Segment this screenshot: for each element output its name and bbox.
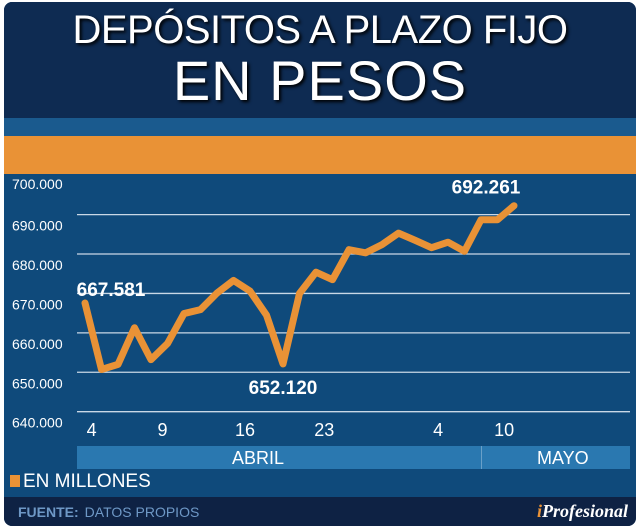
iprofesional-logo: iProfesional [536,501,628,521]
data-label: 667.581 [77,280,146,301]
footer: FUENTE: DATOS PROPIOS iProfesional [4,497,636,526]
y-tick-label: 690.000 [12,218,63,234]
legend: EN MILLONES [10,471,151,493]
data-label: 692.261 [452,178,521,199]
y-tick-label: 650.000 [12,375,63,391]
month-mayo: MAYO [537,448,589,468]
x-tick-label: 10 [494,420,514,440]
legend-swatch [10,475,20,487]
month-abril: ABRIL [232,448,285,468]
orange-band [4,136,636,174]
x-tick-label: 23 [314,420,334,440]
y-tick-label: 700.000 [12,176,63,192]
chart-card: DEPÓSITOS A PLAZO FIJO EN PESOS 700.000 6… [4,2,636,526]
blue-band [4,118,636,136]
series-line [81,202,518,374]
source-text: DATOS PROPIOS [84,504,200,520]
title-line1: DEPÓSITOS A PLAZO FIJO [72,8,568,52]
source-label: FUENTE: [18,504,79,520]
month-bar: ABRIL MAYO [77,446,630,469]
y-tick-label: 660.000 [12,336,63,352]
x-tick-label: 4 [87,420,97,440]
y-tick-label: 680.000 [12,257,63,273]
y-tick-label: 670.000 [12,296,63,312]
header: DEPÓSITOS A PLAZO FIJO EN PESOS [4,2,636,118]
x-tick-label: 4 [433,420,443,440]
data-label: 652.120 [249,378,318,399]
month-divider [481,446,482,469]
x-tick-label: 16 [235,420,255,440]
legend-label: EN MILLONES [23,471,151,492]
y-tick-label: 640.000 [12,415,63,431]
title-line2: EN PESOS [172,49,468,112]
line-chart: 700.000 690.000 680.000 670.000 660.000 650.0… [12,176,630,440]
x-tick-label: 9 [158,420,168,440]
